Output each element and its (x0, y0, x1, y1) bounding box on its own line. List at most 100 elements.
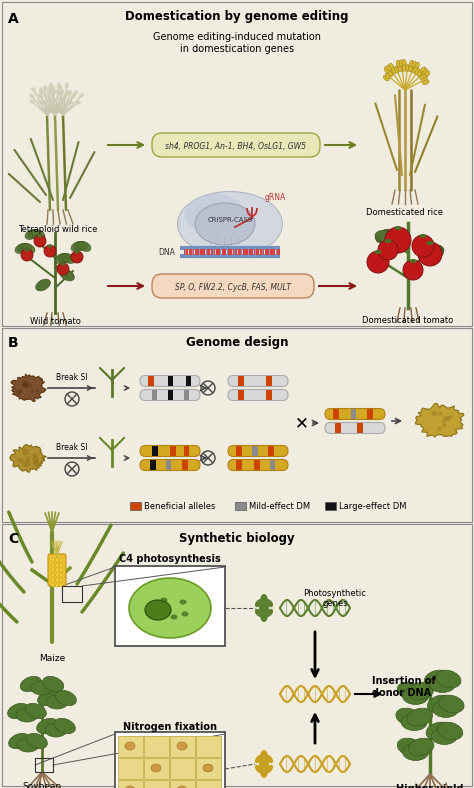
Bar (190, 249, 194, 255)
Ellipse shape (410, 259, 417, 263)
Circle shape (22, 448, 29, 455)
Bar (144, 736, 169, 757)
Ellipse shape (57, 91, 62, 95)
Ellipse shape (57, 83, 61, 88)
Ellipse shape (55, 583, 59, 587)
Bar (170, 736, 195, 757)
FancyBboxPatch shape (152, 274, 314, 298)
Ellipse shape (424, 72, 430, 77)
Ellipse shape (36, 719, 58, 734)
Ellipse shape (203, 764, 213, 772)
Ellipse shape (55, 568, 59, 572)
Text: Domesticated tomato: Domesticated tomato (363, 316, 454, 325)
Ellipse shape (59, 101, 65, 105)
Ellipse shape (47, 89, 51, 95)
Bar (184, 390, 189, 400)
Bar (170, 780, 195, 788)
Bar (206, 249, 210, 255)
Circle shape (442, 420, 445, 423)
Ellipse shape (384, 67, 389, 73)
Ellipse shape (51, 558, 55, 562)
Bar (260, 249, 264, 255)
Circle shape (21, 249, 33, 261)
Bar (200, 249, 205, 255)
FancyBboxPatch shape (140, 376, 200, 386)
FancyBboxPatch shape (228, 445, 288, 456)
Ellipse shape (429, 675, 456, 693)
Ellipse shape (125, 742, 135, 750)
Bar (152, 446, 158, 456)
Ellipse shape (370, 251, 386, 265)
Bar (238, 390, 244, 400)
Ellipse shape (73, 91, 78, 95)
Circle shape (367, 251, 389, 273)
Bar (118, 736, 143, 757)
Ellipse shape (376, 229, 392, 243)
Ellipse shape (177, 742, 187, 750)
Ellipse shape (265, 765, 273, 773)
Text: Domestication by genome editing: Domestication by genome editing (125, 10, 349, 23)
Bar (196, 780, 221, 788)
Ellipse shape (402, 687, 428, 704)
Circle shape (378, 240, 398, 260)
Ellipse shape (369, 252, 387, 263)
FancyBboxPatch shape (325, 422, 385, 433)
Text: Photosynthetic
genes: Photosynthetic genes (303, 589, 366, 608)
Ellipse shape (52, 90, 56, 95)
Ellipse shape (63, 93, 68, 98)
Bar (118, 780, 143, 788)
Ellipse shape (47, 244, 53, 247)
Bar (236, 446, 242, 456)
Bar (148, 376, 154, 386)
Ellipse shape (36, 279, 50, 291)
Ellipse shape (51, 568, 55, 572)
Bar (196, 736, 221, 757)
Ellipse shape (423, 80, 429, 85)
Ellipse shape (20, 676, 41, 692)
Bar (238, 376, 244, 386)
Ellipse shape (427, 243, 443, 257)
Ellipse shape (437, 722, 463, 740)
Text: Tetraploid wild rice: Tetraploid wild rice (18, 225, 98, 234)
Bar (150, 460, 156, 470)
Bar (254, 460, 260, 470)
Bar (227, 249, 232, 255)
FancyBboxPatch shape (325, 408, 385, 419)
FancyBboxPatch shape (228, 389, 288, 400)
Ellipse shape (260, 764, 268, 778)
Ellipse shape (8, 704, 29, 719)
Text: SP, O, FW2.2, CycB, FAS, MULT: SP, O, FW2.2, CycB, FAS, MULT (175, 283, 291, 292)
Text: Nitrogen fixation: Nitrogen fixation (123, 722, 217, 732)
Ellipse shape (402, 65, 406, 71)
Circle shape (20, 459, 24, 463)
Ellipse shape (49, 83, 53, 88)
Ellipse shape (397, 65, 402, 72)
FancyBboxPatch shape (228, 376, 288, 386)
Ellipse shape (255, 765, 263, 773)
Ellipse shape (185, 194, 245, 234)
Bar (186, 376, 191, 386)
Bar (184, 249, 189, 255)
Ellipse shape (46, 695, 68, 709)
Circle shape (17, 458, 21, 462)
Ellipse shape (55, 690, 76, 705)
Ellipse shape (171, 615, 177, 619)
Circle shape (22, 380, 28, 386)
Polygon shape (11, 374, 46, 401)
Circle shape (438, 412, 442, 416)
Ellipse shape (31, 87, 36, 92)
Ellipse shape (145, 600, 171, 620)
Ellipse shape (374, 250, 382, 254)
Ellipse shape (397, 738, 423, 756)
Bar (144, 780, 169, 788)
Ellipse shape (260, 750, 268, 764)
Text: B: B (8, 336, 18, 350)
Bar (144, 758, 169, 779)
Ellipse shape (32, 229, 45, 240)
FancyBboxPatch shape (228, 459, 288, 470)
Ellipse shape (55, 563, 59, 567)
Ellipse shape (375, 230, 393, 242)
Ellipse shape (417, 70, 422, 76)
Circle shape (443, 416, 449, 422)
Ellipse shape (29, 99, 35, 104)
